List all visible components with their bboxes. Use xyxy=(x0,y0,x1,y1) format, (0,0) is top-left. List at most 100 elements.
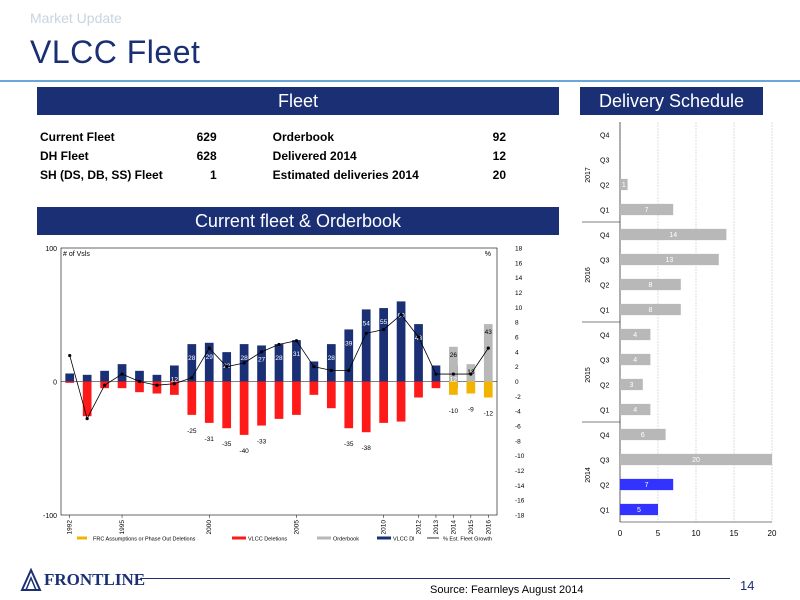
x-tick-label: 2014 xyxy=(450,520,457,535)
delivery-bar xyxy=(620,303,681,316)
bar-data-label: 28 xyxy=(241,355,249,362)
quarter-label: Q4 xyxy=(600,333,609,340)
bar-vlcc-deletions xyxy=(82,381,92,417)
frontline-logo: FRONTLINE xyxy=(20,566,145,594)
y2-tick-label: -2 xyxy=(515,394,521,401)
quarter-label: Q2 xyxy=(600,483,609,490)
bar-frc-assumptions-or-phase-out-deletions xyxy=(483,381,493,398)
quarter-label: Q4 xyxy=(600,133,609,140)
y-tick-label: 0 xyxy=(53,380,57,387)
legend-label: FRC Assumptions or Phase Out Deletions xyxy=(93,537,196,543)
delivery-bar-label: 14 xyxy=(669,232,677,239)
logo-text: FRONTLINE xyxy=(44,570,146,589)
delivery-bar xyxy=(620,503,658,516)
bar-vlcc-deletions xyxy=(257,381,266,426)
y2-tick-label: 16 xyxy=(515,260,523,267)
fleet-value: 1 xyxy=(209,167,217,182)
bar-data-label: 28 xyxy=(188,355,196,362)
quarter-label: Q1 xyxy=(600,308,609,315)
y2-tick-label: 0 xyxy=(515,379,519,386)
bar-vlcc-deletions xyxy=(326,381,336,409)
fleet-growth-point xyxy=(120,372,124,376)
bar-data-label: 31 xyxy=(293,351,301,358)
bar-vlcc-dl xyxy=(82,374,92,382)
y2-tick-label: 12 xyxy=(515,290,523,297)
x-tick-label: 2012 xyxy=(416,520,423,535)
fleet-growth-point xyxy=(85,416,89,421)
x-tick-label: 0 xyxy=(618,529,623,538)
bar-data-label: 12 xyxy=(171,376,179,383)
bar-vlcc-deletions xyxy=(309,381,319,395)
bar-vlcc-dl xyxy=(257,345,266,382)
delivery-schedule-banner: Delivery Schedule xyxy=(580,87,763,115)
bar-vlcc-deletions xyxy=(239,381,249,435)
bar-vlcc-dl xyxy=(361,309,371,382)
quarter-label: Q1 xyxy=(600,508,609,515)
bar-data-label: -31 xyxy=(205,436,215,443)
legend-label: Orderbook xyxy=(333,537,359,543)
quarter-label: Q1 xyxy=(600,408,609,415)
y2-tick-label: -8 xyxy=(515,438,521,445)
delivery-bar xyxy=(620,378,643,391)
quarter-label: Q3 xyxy=(600,358,609,365)
y2-tick-label: -16 xyxy=(515,498,525,505)
footer-divider xyxy=(140,578,730,579)
fleet-growth-point xyxy=(486,346,490,350)
bar-data-label: 29 xyxy=(206,354,214,361)
delivery-bar-label: 4 xyxy=(633,332,637,339)
bar-vlcc-dl xyxy=(152,374,162,382)
bar-vlcc-dl xyxy=(326,344,336,382)
bar-data-label: 12 xyxy=(450,376,458,383)
delivery-bar xyxy=(620,453,772,466)
orderbook-value: 12 xyxy=(492,148,506,163)
x-tick-label: 2016 xyxy=(485,520,492,535)
bar-data-label: 28 xyxy=(275,355,283,362)
bar-vlcc-deletions xyxy=(396,381,406,422)
fleet-growth-point xyxy=(312,365,316,369)
delivery-schedule-chart: 0 5 10 15 20 Q4 Q3 Q2 1 Q1 7 Q4 14 Q3 13 Q2 8 Q1 8 Q4 4 Q3 4 Q2… xyxy=(578,120,778,550)
bar-vlcc-dl xyxy=(100,370,109,382)
fleet-growth-point xyxy=(451,372,455,376)
delivery-bar-label: 5 xyxy=(637,507,641,514)
fleet-banner: Fleet xyxy=(37,87,559,115)
fleet-value: 629 xyxy=(196,129,217,144)
y2-tick-label: 14 xyxy=(515,275,523,282)
orderbook-value: 92 xyxy=(492,129,506,144)
bar-data-label: 27 xyxy=(258,356,266,363)
delivery-bar-label: 7 xyxy=(645,482,649,489)
x-tick-label: 2013 xyxy=(433,520,440,535)
orderbook-label: Delivered 2014 xyxy=(272,148,357,163)
delivery-bar-label: 1 xyxy=(622,182,626,189)
bar-vlcc-dl xyxy=(292,340,301,382)
delivery-bar-label: 7 xyxy=(645,207,649,214)
fleet-growth-point xyxy=(137,379,142,384)
fleet-growth-point xyxy=(190,376,194,380)
year-label: 2016 xyxy=(585,267,592,283)
source-note: Source: Fearnleys August 2014 xyxy=(430,584,584,596)
x-tick-label: 20 xyxy=(768,529,777,538)
y2-tick-label: -6 xyxy=(515,424,521,431)
fleet-growth-point xyxy=(347,368,351,372)
fleet-orderbook-chart: 100 0 -100 # of Vsls 18 16 14 12 10 8 6 4 2 0 -2 -4 -6 -8… xyxy=(43,246,525,543)
y-axis-label: # of Vsls xyxy=(63,251,90,258)
y-tick-label: 100 xyxy=(45,246,57,253)
legend-swatch xyxy=(377,536,391,540)
quarter-label: Q4 xyxy=(600,433,609,440)
bar-vlcc-dl xyxy=(309,361,319,382)
bar-data-label: 54 xyxy=(363,320,371,327)
bar-vlcc-dl xyxy=(379,308,388,382)
y2-tick-label: -4 xyxy=(515,409,521,416)
bar-data-label: 26 xyxy=(450,352,458,359)
y2-tick-label: 10 xyxy=(515,305,523,312)
bar-data-label: -35 xyxy=(222,441,232,448)
fleet-growth-point xyxy=(382,327,386,332)
y2-axis-label: % xyxy=(485,251,491,258)
y2-tick-label: -18 xyxy=(515,513,525,520)
bar-vlcc-deletions xyxy=(344,381,354,429)
bar-vlcc-deletions xyxy=(117,381,127,389)
y2-tick-label: 18 xyxy=(515,246,523,253)
bar-data-label: 43 xyxy=(485,329,493,336)
fleet-growth-point xyxy=(103,383,107,387)
fleet-growth-point xyxy=(434,372,438,376)
x-tick-label: 2015 xyxy=(468,520,475,535)
